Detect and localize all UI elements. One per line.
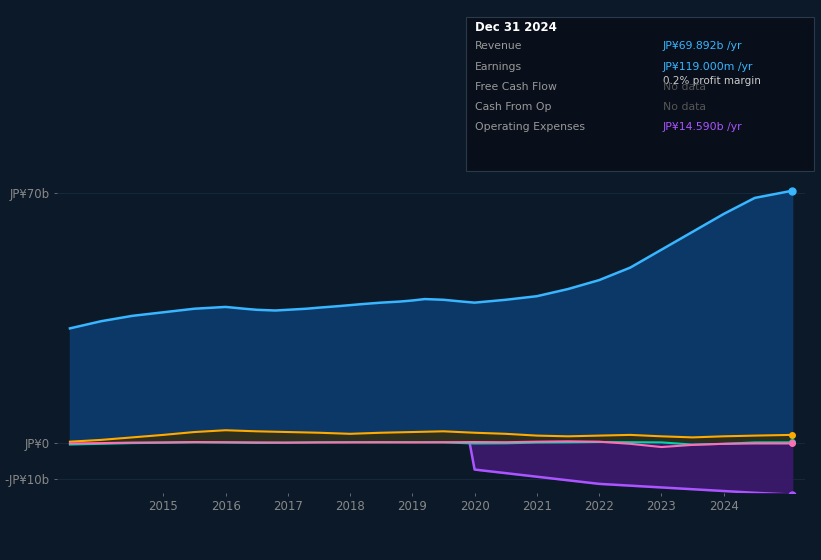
Text: JP¥14.590b /yr: JP¥14.590b /yr [663, 122, 742, 132]
Text: JP¥119.000m /yr: JP¥119.000m /yr [663, 62, 753, 72]
Text: No data: No data [663, 102, 705, 112]
Text: Operating Expenses: Operating Expenses [475, 122, 585, 132]
Text: No data: No data [663, 82, 705, 92]
Text: 0.2% profit margin: 0.2% profit margin [663, 76, 760, 86]
Text: Dec 31 2024: Dec 31 2024 [475, 21, 557, 34]
Text: Revenue: Revenue [475, 41, 523, 52]
Text: JP¥69.892b /yr: JP¥69.892b /yr [663, 41, 742, 52]
Text: Earnings: Earnings [475, 62, 522, 72]
Text: Free Cash Flow: Free Cash Flow [475, 82, 557, 92]
Text: Cash From Op: Cash From Op [475, 102, 552, 112]
